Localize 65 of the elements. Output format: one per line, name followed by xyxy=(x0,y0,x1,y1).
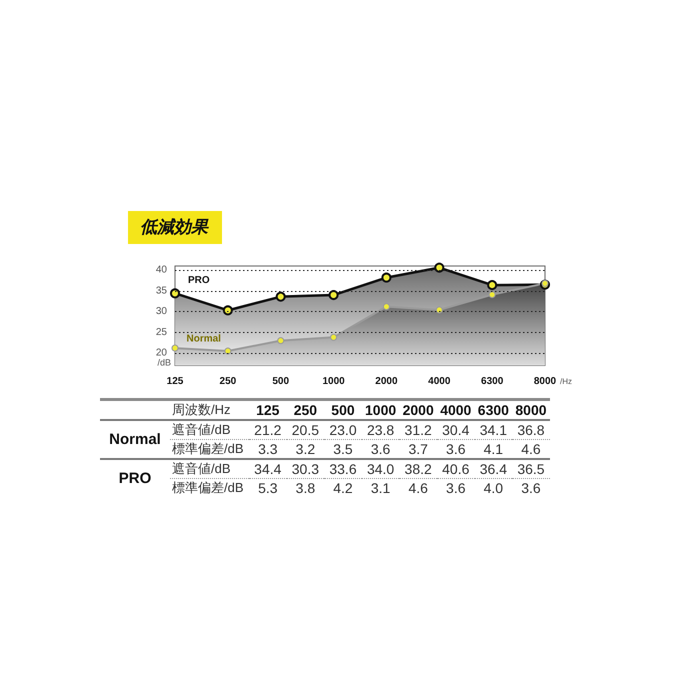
text: 38.2 xyxy=(404,461,432,477)
y-tick-label: 40 xyxy=(156,264,168,276)
x-tick-label: 8000 xyxy=(534,376,557,387)
text: 4.0 xyxy=(484,480,504,496)
text: 周波数/Hz xyxy=(170,400,249,420)
x-tick-label: 500 xyxy=(272,376,290,387)
text: 34.1 xyxy=(480,422,507,438)
x-tick-label: 1000 xyxy=(322,376,346,387)
x-tick-label: 250 xyxy=(220,376,237,387)
text: 36.5 xyxy=(517,461,545,477)
category-label: 遮音値/dB xyxy=(172,461,231,476)
category-label: 500 xyxy=(324,400,362,420)
x-axis-title: /Hz xyxy=(560,377,572,386)
series-label: Normal xyxy=(186,334,222,345)
text: 36.4 xyxy=(480,461,507,477)
x-tick-label: 125 xyxy=(166,376,184,387)
text: 3.6 xyxy=(446,441,466,457)
text: 20.5 xyxy=(292,422,320,438)
text: 23.0 xyxy=(329,422,357,438)
category-label: 標準偏差/dB xyxy=(172,480,244,495)
category-label: 8000 xyxy=(512,400,550,420)
category-label: Normal xyxy=(109,430,161,448)
y-tick-label: 25 xyxy=(156,326,168,338)
series-label: PRO xyxy=(188,274,210,286)
category-label: 125 xyxy=(249,400,287,420)
text: 23.8 xyxy=(366,422,394,438)
text: 40.6 xyxy=(442,461,470,477)
category-label: 6300 xyxy=(474,400,512,420)
category-label: 1000 xyxy=(362,400,400,420)
text: 21.2 xyxy=(254,422,282,438)
text: 34.4 xyxy=(254,461,282,477)
text: 30.3 xyxy=(292,461,320,477)
x-tick-label: 4000 xyxy=(428,376,451,387)
category-label: 4000 xyxy=(436,400,475,420)
text: 34.0 xyxy=(366,461,394,477)
y-axis-title: /dB xyxy=(157,357,171,368)
category-label: 標準偏差/dB xyxy=(172,441,244,456)
text: 36.8 xyxy=(517,422,545,438)
text: 3.6 xyxy=(446,480,466,496)
y-tick-label: 20 xyxy=(156,348,168,359)
text: 3.6 xyxy=(370,441,390,457)
category-label: 遮音値/dB xyxy=(172,422,231,437)
text: 3.3 xyxy=(258,441,278,457)
text: 3.2 xyxy=(296,441,316,457)
text: 4.1 xyxy=(484,441,504,457)
text: 3.7 xyxy=(408,441,428,457)
category-label: PRO xyxy=(118,470,152,486)
text: 3.8 xyxy=(296,480,316,496)
text: 5.3 xyxy=(258,480,278,496)
text: 4.6 xyxy=(408,480,428,496)
x-tick-label: 6300 xyxy=(481,376,504,387)
chart-title: 低減効果 xyxy=(140,218,209,238)
text: 3.6 xyxy=(521,480,541,496)
text: 31.2 xyxy=(404,422,432,438)
text: 30.4 xyxy=(442,422,470,438)
text: 4.2 xyxy=(333,480,353,496)
text: 4.6 xyxy=(521,441,541,457)
text: 3.1 xyxy=(370,480,390,496)
y-tick-label: 30 xyxy=(156,306,168,318)
y-tick-label: 35 xyxy=(156,285,168,296)
category-label: 2000 xyxy=(399,400,437,420)
text: 3.5 xyxy=(333,441,353,457)
text: 33.6 xyxy=(329,461,357,477)
x-tick-label: 2000 xyxy=(375,376,398,387)
category-label: 250 xyxy=(286,400,324,420)
